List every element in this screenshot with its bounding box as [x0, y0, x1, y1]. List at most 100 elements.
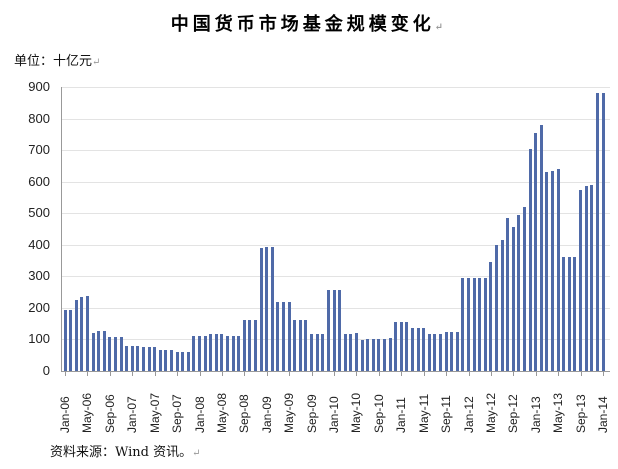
- bar: [204, 336, 207, 371]
- bar: [265, 247, 268, 371]
- x-tick-label: Sep-12: [506, 394, 520, 433]
- x-tick-label: Jan-08: [193, 396, 207, 433]
- bar: [97, 331, 100, 371]
- bar: [271, 247, 274, 371]
- bar: [248, 320, 251, 371]
- y-tick-label: 300: [28, 268, 50, 283]
- bar: [142, 347, 145, 371]
- bar: [327, 290, 330, 371]
- bar: [226, 336, 229, 371]
- unit-label-text: 单位：十亿元: [14, 54, 93, 69]
- x-tick-label: Sep-08: [237, 394, 251, 433]
- bar: [215, 334, 218, 371]
- bar: [125, 346, 128, 371]
- x-tick: [289, 372, 290, 376]
- x-tick-label: Jan-14: [596, 396, 610, 433]
- x-tick-label: Sep-06: [103, 394, 117, 433]
- x-tick-label: Jan-12: [462, 396, 476, 433]
- bar: [405, 322, 408, 371]
- x-tick-label: May-06: [80, 392, 94, 433]
- x-tick-label: May-09: [282, 392, 296, 433]
- bar: [495, 245, 498, 371]
- bar: [484, 278, 487, 371]
- y-tick-label: 700: [28, 142, 50, 157]
- x-tick: [222, 372, 223, 376]
- gridline: [62, 308, 610, 309]
- bar: [148, 347, 151, 371]
- bar: [220, 334, 223, 371]
- bar: [361, 340, 364, 371]
- bar: [400, 322, 403, 371]
- bar: [523, 207, 526, 371]
- x-tick: [155, 372, 156, 376]
- x-tick-label: Jan-11: [394, 397, 408, 433]
- gridline: [62, 245, 610, 246]
- bar: [557, 169, 560, 371]
- x-tick-label: May-07: [148, 392, 162, 433]
- bar: [333, 290, 336, 371]
- x-tick: [446, 372, 447, 376]
- bar: [254, 320, 257, 371]
- source-note: 资料来源：Wind 资讯。↵: [50, 441, 201, 460]
- x-tick: [379, 372, 380, 376]
- bar: [159, 350, 162, 371]
- gridline: [62, 339, 610, 340]
- bar: [394, 322, 397, 371]
- bar: [602, 93, 605, 371]
- bar: [562, 257, 565, 371]
- bar: [288, 302, 291, 371]
- bar: [187, 352, 190, 371]
- x-tick-label: May-08: [215, 392, 229, 433]
- x-tick: [581, 372, 582, 376]
- y-tick-label: 600: [28, 174, 50, 189]
- bar: [120, 337, 123, 371]
- bar: [411, 328, 414, 371]
- bar: [489, 262, 492, 371]
- bar: [192, 336, 195, 371]
- y-tick-label: 400: [28, 237, 50, 252]
- x-tick-label: Jan-06: [58, 396, 72, 433]
- bar: [478, 278, 481, 371]
- bar: [585, 186, 588, 371]
- x-tick-label: Sep-13: [574, 394, 588, 433]
- x-tick: [424, 372, 425, 376]
- bar: [596, 93, 599, 371]
- bar: [282, 302, 285, 371]
- x-tick: [132, 372, 133, 376]
- x-tick-label: Jan-13: [529, 396, 543, 433]
- bar: [75, 300, 78, 371]
- bar: [69, 310, 72, 371]
- x-tick: [491, 372, 492, 376]
- unit-label: 单位：十亿元↵: [14, 50, 100, 69]
- bar: [540, 125, 543, 371]
- bar: [450, 332, 453, 371]
- bar: [198, 336, 201, 371]
- x-tick: [334, 372, 335, 376]
- gridline: [62, 276, 610, 277]
- bar: [86, 296, 89, 371]
- bar: [114, 337, 117, 371]
- x-tick-label: May-10: [349, 392, 363, 433]
- bar: [456, 332, 459, 371]
- y-tick-label: 800: [28, 111, 50, 126]
- bar: [164, 350, 167, 371]
- x-tick-label: Sep-11: [439, 395, 453, 433]
- bar: [517, 215, 520, 371]
- bar: [232, 336, 235, 371]
- bar: [383, 339, 386, 371]
- bar: [422, 328, 425, 371]
- gridline: [62, 119, 610, 120]
- bar: [534, 133, 537, 371]
- x-tick: [200, 372, 201, 376]
- x-tick-label: Sep-10: [372, 394, 386, 433]
- bar: [506, 218, 509, 371]
- y-tick-label: 900: [28, 79, 50, 94]
- bar: [310, 334, 313, 371]
- x-tick: [401, 372, 402, 376]
- bar: [372, 339, 375, 371]
- gridline: [62, 182, 610, 183]
- bar: [304, 320, 307, 371]
- bar: [366, 339, 369, 371]
- x-tick: [536, 372, 537, 376]
- bar: [80, 297, 83, 371]
